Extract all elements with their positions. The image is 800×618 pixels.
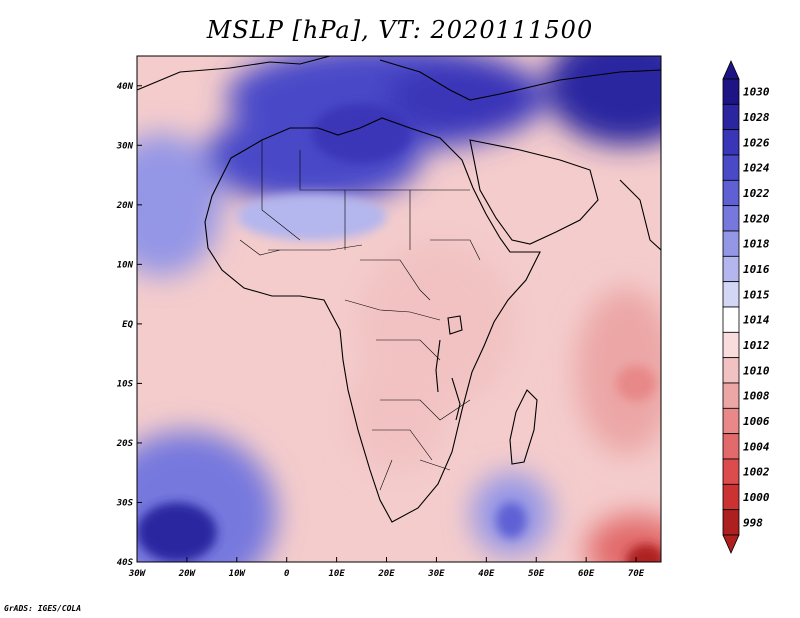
madagascar-coastline [509, 389, 538, 465]
africa-coastline [204, 117, 541, 523]
pressure-cell-south-atlantic-high-core [137, 502, 217, 562]
colorbar-swatch [722, 103, 740, 131]
borders [239, 140, 481, 491]
x-tick-label: 20E [377, 569, 395, 579]
pressure-cell-sahel-ridge [236, 192, 387, 241]
y-tick-label: 40N [117, 82, 134, 92]
india-coastline [619, 179, 661, 251]
colorbar-swatch [722, 433, 740, 460]
colorbar-label: 1004 [743, 440, 770, 453]
pressure-cell-indian-ocean-low-core [616, 365, 657, 402]
x-tick-label: 50E [528, 569, 545, 579]
colorbar-swatch [722, 357, 740, 384]
colorbar-label: 1014 [743, 314, 770, 327]
colorbar-swatch [722, 306, 740, 333]
colorbar-label: 1026 [743, 136, 770, 149]
y-tick-label: 20S [116, 439, 134, 449]
colorbar-label: 1020 [743, 212, 770, 225]
colorbar-min-arrow [722, 534, 740, 554]
colorbar-label: 1022 [743, 187, 770, 200]
y-tick-label: 10S [117, 379, 134, 389]
x-tick-label: 40E [478, 569, 495, 579]
colorbar-swatch [722, 407, 740, 435]
x-tick-label: 30W [128, 569, 147, 579]
pressure-cell-agulhas-core [496, 502, 527, 539]
arabia-coastline [469, 139, 599, 245]
colorbar-label: 1015 [743, 288, 770, 301]
y-tick-label: EQ [122, 320, 133, 330]
pressure-cell-indian-ocean-low-east [576, 288, 661, 455]
pressure-field [137, 56, 661, 562]
pressure-cell-atlantic-north-high [137, 133, 222, 277]
colorbar-label: 1024 [743, 162, 770, 175]
colorbar-label: 1028 [743, 111, 770, 124]
pressure-cell-south-indian-low-core [626, 544, 661, 562]
colorbar-label: 1012 [743, 339, 770, 352]
colorbar-max-arrow [722, 60, 740, 80]
colorbar-label: 1010 [743, 364, 770, 377]
colorbar-label: 1000 [743, 491, 770, 504]
pressure-cell-mediterranean-high [386, 61, 537, 134]
colorbar-swatch [722, 154, 740, 181]
colorbar-label: 1030 [743, 86, 770, 99]
x-tick-label: 0 [284, 569, 290, 579]
axis-ticks: 30W 20W 10W 0 10E 20E 30E 40E 50E 60E 70E 40N 30N 20N… [116, 82, 645, 579]
plot-frame [136, 55, 662, 563]
x-tick-label: 60E [578, 569, 595, 579]
footer-credit: GrADS: IGES/COLA [4, 604, 82, 613]
colorbar-swatch [722, 129, 740, 156]
colorbar: 1030 1028 1026 1024 1022 1020 1018 1016 1015 1014… [722, 60, 770, 554]
y-tick-label: 30S [116, 498, 134, 508]
colorbar-label: 1008 [743, 390, 770, 403]
pressure-cell-libya-high-core [311, 103, 412, 164]
colorbar-label: 998 [743, 516, 763, 529]
y-tick-label: 40S [117, 558, 134, 568]
x-tick-label: 10W [229, 569, 247, 579]
pressure-cell-asia-high [546, 56, 661, 146]
colorbar-swatch [722, 78, 740, 105]
rift-lakes [435, 339, 461, 421]
colorbar-swatch [722, 281, 740, 308]
x-tick-label: 10E [328, 569, 345, 579]
pressure-cell-central-africa-low [346, 353, 447, 473]
y-tick-label: 30N [116, 141, 134, 151]
colorbar-swatch [722, 179, 740, 207]
y-tick-label: 20N [116, 201, 134, 211]
colorbar-swatch [722, 458, 740, 485]
colorbar-label: 1002 [743, 466, 770, 479]
colorbar-label: 1006 [743, 415, 770, 428]
map-title: MSLP [hPa], VT: 2020111500 [206, 16, 594, 44]
europe-coastline [137, 56, 661, 101]
colorbar-label: 1018 [743, 238, 770, 251]
colorbar-swatch [722, 382, 740, 409]
x-tick-label: 70E [628, 569, 645, 579]
colorbar-swatch [722, 509, 740, 536]
x-tick-label: 30E [427, 569, 445, 579]
colorbar-swatch [722, 483, 740, 511]
colorbar-swatch [722, 255, 740, 283]
y-tick-label: 10N [117, 260, 134, 270]
colorbar-swatch [722, 230, 740, 257]
coastlines [137, 56, 661, 523]
colorbar-swatch [722, 331, 740, 359]
country-borders [239, 140, 481, 491]
colorbar-label: 1016 [743, 263, 770, 276]
colorbar-swatch [722, 205, 740, 232]
lake-victoria [447, 315, 463, 335]
x-tick-label: 20W [178, 569, 197, 579]
